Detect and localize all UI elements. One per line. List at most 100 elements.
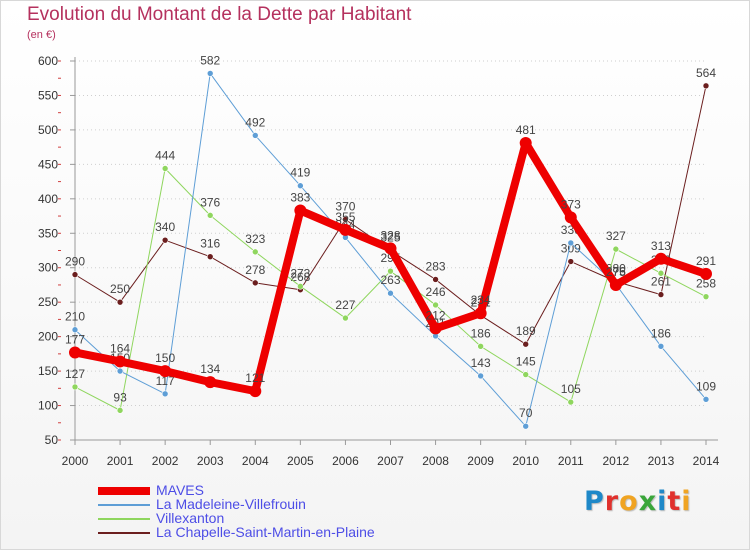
x-tick-label: 2014 bbox=[693, 454, 720, 468]
data-label: 164 bbox=[110, 341, 130, 355]
data-point bbox=[339, 223, 352, 236]
data-point bbox=[387, 267, 394, 275]
data-point bbox=[567, 258, 575, 265]
x-tick-label: 2000 bbox=[62, 454, 89, 468]
data-label: 582 bbox=[200, 53, 220, 67]
x-tick-label: 2005 bbox=[287, 454, 314, 468]
data-label: 121 bbox=[245, 371, 265, 385]
data-point bbox=[567, 398, 575, 406]
data-point bbox=[432, 276, 439, 283]
x-tick-label: 2009 bbox=[467, 454, 494, 468]
x-tick-label: 2003 bbox=[197, 454, 224, 468]
data-point bbox=[294, 204, 307, 217]
y-tick-label: 400 bbox=[38, 192, 58, 206]
line-chart: 50 100 150 200 250 300 350 400 450 500 550 600 2000 2… bbox=[38, 53, 720, 468]
data-point bbox=[657, 269, 665, 277]
data-point bbox=[522, 340, 530, 348]
y-tick-label: 50 bbox=[45, 433, 59, 447]
data-label: 210 bbox=[65, 310, 85, 324]
x-tick-label: 2012 bbox=[603, 454, 630, 468]
data-label: 145 bbox=[516, 355, 536, 369]
x-tick-label: 2011 bbox=[558, 454, 584, 468]
data-point bbox=[159, 365, 172, 378]
data-label: 325 bbox=[380, 231, 400, 245]
data-point bbox=[161, 236, 169, 244]
data-point bbox=[161, 390, 169, 398]
data-label: 444 bbox=[155, 148, 175, 162]
x-tick-label: 2013 bbox=[648, 454, 675, 468]
data-point bbox=[161, 165, 169, 172]
y-tick-label: 250 bbox=[38, 295, 58, 309]
data-point bbox=[474, 307, 487, 320]
data-point bbox=[114, 355, 127, 368]
legend-label: MAVES bbox=[156, 482, 204, 498]
data-point bbox=[567, 239, 575, 247]
y-tick-label: 600 bbox=[38, 54, 58, 68]
chart-title: Evolution du Montant de la Dette par Hab… bbox=[27, 4, 412, 25]
data-point bbox=[612, 245, 620, 253]
x-tick-label: 2002 bbox=[152, 454, 179, 468]
data-point bbox=[700, 267, 712, 280]
data-label: 278 bbox=[245, 263, 265, 277]
data-label: 127 bbox=[65, 367, 85, 381]
y-tick-label: 100 bbox=[38, 399, 58, 413]
data-label: 186 bbox=[651, 326, 671, 340]
data-point bbox=[251, 248, 259, 256]
data-point bbox=[702, 396, 710, 403]
data-label: 492 bbox=[245, 115, 265, 129]
data-point bbox=[251, 132, 259, 139]
legend-swatch bbox=[98, 504, 150, 506]
data-point bbox=[477, 372, 484, 380]
legend-swatch bbox=[98, 487, 150, 495]
y-tick-label: 350 bbox=[38, 226, 58, 240]
data-point bbox=[297, 283, 304, 290]
x-tick-label: 2006 bbox=[332, 454, 359, 468]
data-label: 481 bbox=[516, 123, 536, 137]
data-point bbox=[564, 211, 577, 224]
data-point bbox=[657, 291, 665, 298]
y-tick-label: 450 bbox=[38, 157, 58, 171]
data-point bbox=[342, 216, 349, 223]
data-label: 186 bbox=[471, 326, 491, 340]
data-point bbox=[432, 301, 439, 309]
data-point bbox=[71, 383, 79, 391]
data-label: 246 bbox=[426, 285, 446, 299]
data-label: 258 bbox=[696, 277, 716, 291]
data-point bbox=[206, 212, 214, 219]
data-label: 283 bbox=[426, 259, 446, 273]
x-tick-label: 2010 bbox=[512, 454, 539, 468]
data-label: 290 bbox=[65, 255, 85, 269]
x-tick-label: 2007 bbox=[377, 454, 404, 468]
data-label: 291 bbox=[696, 254, 716, 268]
legend-label: La Madeleine-Villefrouin bbox=[156, 496, 306, 512]
data-label: 263 bbox=[380, 273, 400, 287]
data-label: 250 bbox=[110, 282, 130, 296]
data-label: 117 bbox=[156, 374, 175, 388]
data-label: 189 bbox=[516, 324, 536, 338]
data-label: 234 bbox=[471, 293, 491, 307]
data-label: 370 bbox=[335, 199, 355, 213]
data-point bbox=[522, 422, 530, 430]
data-label: 261 bbox=[651, 275, 671, 289]
chart-unit-label: (en €) bbox=[27, 29, 56, 41]
data-label: 227 bbox=[335, 298, 355, 312]
proxiti-logo: Proxiti bbox=[584, 486, 692, 517]
data-point bbox=[69, 346, 81, 359]
y-tick-label: 550 bbox=[38, 88, 58, 102]
x-tick-label: 2004 bbox=[242, 454, 269, 468]
data-label: 309 bbox=[561, 242, 581, 256]
data-label: 383 bbox=[290, 191, 310, 205]
y-tick-label: 200 bbox=[38, 330, 58, 344]
data-label: 376 bbox=[200, 195, 220, 209]
data-label: 105 bbox=[561, 382, 581, 396]
y-tick-label: 500 bbox=[38, 123, 58, 137]
data-point bbox=[342, 314, 349, 322]
data-label: 323 bbox=[245, 232, 265, 246]
data-label: 419 bbox=[290, 166, 310, 180]
x-tick-label: 2001 bbox=[107, 454, 134, 468]
data-point bbox=[251, 279, 259, 287]
data-point bbox=[71, 326, 79, 334]
data-label: 70 bbox=[519, 406, 533, 420]
data-label: 93 bbox=[113, 390, 127, 404]
data-label: 327 bbox=[606, 229, 626, 243]
